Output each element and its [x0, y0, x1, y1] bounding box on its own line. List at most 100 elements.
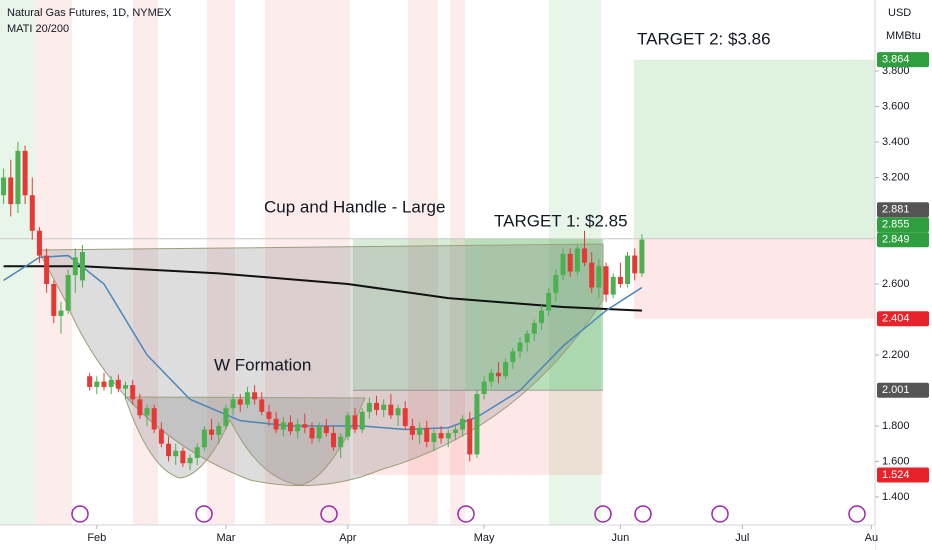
price-axis	[875, 0, 932, 550]
candle-body	[130, 385, 136, 400]
candle-body	[8, 177, 14, 205]
candle-body	[187, 457, 193, 464]
x-tick-label: May	[474, 532, 495, 544]
price-badge-label: 3.864	[882, 54, 910, 66]
stop-zone	[634, 238, 875, 319]
candle-body	[194, 447, 200, 458]
x-tick-label: Feb	[87, 532, 106, 544]
candle-body	[524, 333, 530, 343]
candle-body	[209, 429, 215, 435]
candle-body	[460, 418, 466, 430]
indicator-name: MATI 20/200	[7, 23, 69, 35]
price-badge	[877, 311, 929, 327]
candle-body	[144, 408, 150, 416]
candle-body	[259, 399, 265, 412]
candle-body	[452, 429, 458, 434]
candle-body	[596, 266, 602, 288]
x-tick-label: Apr	[339, 532, 356, 544]
annotation: W Formation	[214, 355, 311, 374]
y-tick-label: 3.600	[882, 100, 910, 112]
candle-body	[639, 239, 645, 274]
event-icon[interactable]	[71, 505, 89, 523]
candle-body	[29, 195, 35, 231]
price-badge-label: 1.524	[882, 469, 910, 481]
candle-body	[388, 404, 394, 416]
candle-body	[230, 399, 236, 409]
candle-body	[79, 252, 85, 281]
candle-body	[1, 177, 7, 196]
candle-body	[244, 392, 250, 405]
axis-labels: 3.800 3.600 3.400 3.200 2.600 2.200 1.800 1.600…	[87, 52, 929, 544]
candle-body	[280, 422, 286, 430]
event-icon[interactable]	[711, 505, 729, 523]
event-icon[interactable]	[848, 505, 866, 523]
candle-body	[553, 275, 559, 293]
candle-body	[395, 408, 401, 416]
candle-body	[582, 248, 588, 263]
price-badge-label: 2.849	[882, 234, 910, 246]
candle-body	[216, 425, 222, 435]
target-zone	[465, 238, 603, 391]
price-badge-label: 2.404	[882, 313, 910, 325]
candle-body	[567, 253, 573, 272]
price-badge	[877, 202, 929, 218]
candle-body	[58, 310, 64, 316]
candle-body	[409, 425, 415, 435]
candle-body	[302, 424, 308, 428]
candle-body	[531, 323, 537, 334]
candle-body	[151, 408, 157, 430]
candle-body	[574, 248, 580, 272]
candle-body	[123, 385, 129, 389]
plot	[1, 141, 645, 471]
candle-body	[252, 392, 258, 400]
y-tick-label: 3.200	[882, 171, 910, 183]
candle-body	[87, 376, 93, 387]
candle-body	[546, 292, 552, 311]
band	[133, 0, 158, 525]
event-icon[interactable]	[457, 505, 475, 523]
candle-body	[15, 150, 21, 205]
candle-body	[589, 262, 595, 288]
candle-body	[331, 433, 337, 448]
event-icon[interactable]	[320, 505, 338, 523]
time-axis	[0, 525, 875, 550]
candle-body	[338, 436, 344, 448]
candle-body	[316, 425, 322, 439]
candle-body	[538, 310, 544, 324]
annotation: Cup and Handle - Large	[264, 197, 445, 216]
candle-body	[603, 266, 609, 295]
event-icon[interactable]	[634, 505, 652, 523]
candle-body	[295, 424, 301, 432]
y-tick-label: 2.600	[882, 278, 910, 290]
price-badge	[877, 217, 929, 233]
band	[0, 0, 35, 525]
position-boxes	[0, 59, 875, 475]
candle-body	[345, 415, 351, 437]
y-tick-label: 3.400	[882, 136, 910, 148]
candle-body	[273, 418, 279, 430]
candle-body	[381, 404, 387, 410]
candle-body	[467, 418, 473, 455]
candle-body	[503, 362, 509, 377]
price-badge-label: 2.881	[882, 204, 910, 216]
event-icon[interactable]	[594, 505, 612, 523]
candle-body	[424, 427, 430, 442]
price-badge	[877, 52, 929, 68]
x-tick-label: Jul	[735, 532, 749, 544]
target-zone	[634, 59, 875, 239]
session-bands	[0, 0, 601, 525]
x-tick-label: Mar	[216, 532, 235, 544]
candle-body	[488, 372, 494, 382]
candle-body	[495, 372, 501, 377]
y-tick-label: 1.600	[882, 455, 910, 467]
event-icon[interactable]	[195, 505, 213, 523]
candle-body	[417, 427, 423, 435]
candle-body	[517, 342, 523, 352]
y-tick-label: 2.200	[882, 349, 910, 361]
candle-body	[158, 429, 164, 444]
candle-body	[101, 381, 107, 387]
candle-body	[223, 408, 229, 426]
candle-body	[481, 381, 487, 395]
candle-body	[438, 433, 444, 439]
candle-body	[22, 150, 28, 196]
